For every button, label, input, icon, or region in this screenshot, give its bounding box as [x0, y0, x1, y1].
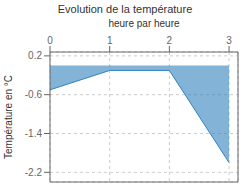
svg-text:-2.2: -2.2 [25, 167, 43, 178]
svg-text:3: 3 [226, 35, 232, 46]
svg-text:0: 0 [47, 35, 53, 46]
svg-text:2: 2 [167, 35, 173, 46]
svg-text:Température en °C: Température en °C [8, 75, 14, 159]
svg-text:-0.6: -0.6 [25, 89, 43, 100]
svg-text:heure par heure: heure par heure [108, 18, 180, 29]
svg-text:-1.4: -1.4 [25, 128, 43, 139]
svg-text:1: 1 [107, 35, 113, 46]
svg-text:0.2: 0.2 [28, 50, 42, 61]
html-text:Evolution de la température: Evolution de la température [57, 3, 193, 15]
